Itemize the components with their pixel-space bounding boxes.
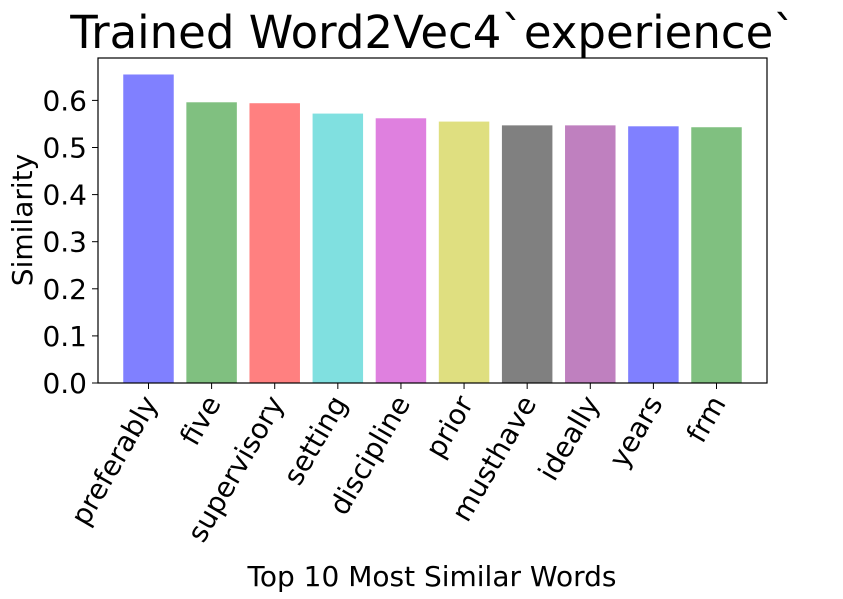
x-tick-label: ideally [532,390,607,486]
x-tick-label: preferably [64,390,164,531]
plot-area-frame [97,57,768,384]
y-tick-label: 0.4 [42,179,87,212]
bar-frm [691,127,742,384]
bar-discipline [375,118,427,383]
chart-title: Trained Word2Vec4`experience` [69,6,796,59]
x-tick-label: years [602,390,669,473]
bars-group [123,74,742,384]
y-axis-label: Similarity [6,154,39,286]
y-tick-label: 0.3 [42,226,87,259]
bar-years [628,126,679,384]
bar-supervisory [249,103,300,383]
y-tick-label: 0.0 [42,367,87,400]
bar-musthave [501,125,553,384]
bar-preferably [123,74,174,384]
bar-ideally [565,125,616,384]
x-tick-label: frm [680,390,733,448]
y-tick-label: 0.5 [42,131,87,164]
x-tick-label: five [173,390,227,451]
y-tick-label: 0.1 [42,320,87,353]
bar-prior [438,121,490,383]
bar-five [186,102,237,383]
x-axis-label: Top 10 Most Similar Words [247,560,617,593]
x-tick-label: prior [419,390,481,464]
y-tick-label: 0.2 [42,273,87,306]
y-axis-ticks: 0.0 0.1 0.2 0.3 0.4 0.5 0.6 [42,84,98,400]
bar-setting [312,113,364,383]
x-axis-ticks: preferably fivesupervisorysettingdiscipli… [64,383,733,548]
y-tick-label: 0.6 [42,84,87,117]
